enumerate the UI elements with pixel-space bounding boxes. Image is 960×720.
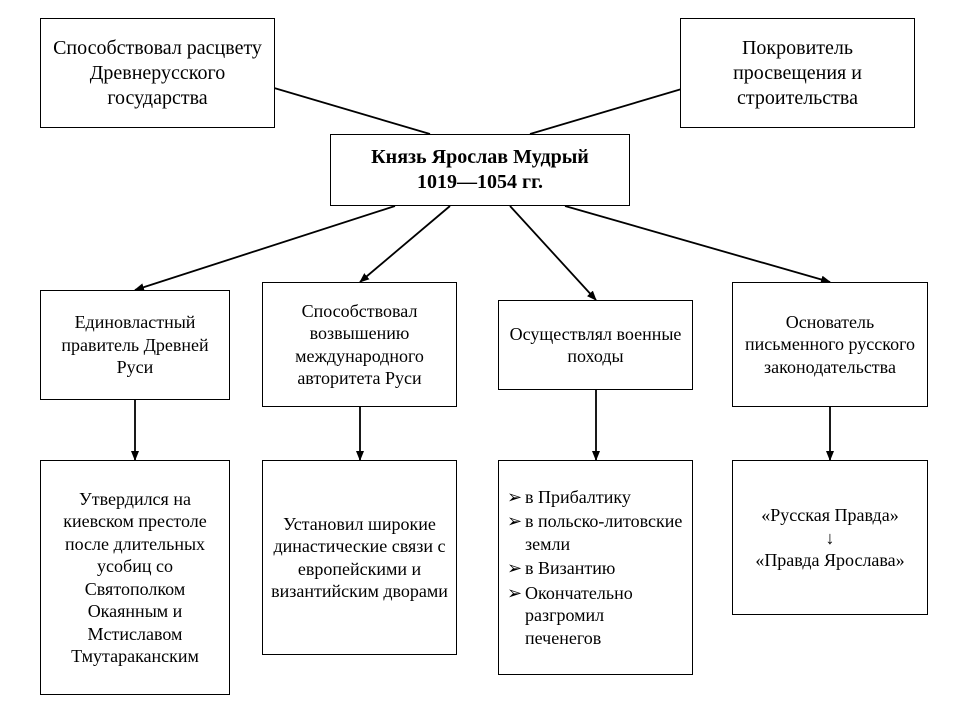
down-arrow-icon: ↓ <box>826 529 835 547</box>
node-top-left: Способствовал расцвету Древнерусского го… <box>40 18 275 128</box>
node-text: Основатель письменного русского законода… <box>741 311 919 379</box>
center-text-wrap: Князь Ярослав Мудрый 1019—1054 гг. <box>371 145 589 195</box>
node-bottom-1: Утвердился на киевском престоле после дл… <box>40 460 230 695</box>
law-line-1: «Русская Правда» <box>761 504 898 527</box>
node-bottom-4: «Русская Правда» ↓ «Правда Ярослава» <box>732 460 928 615</box>
center-line2: 1019—1054 гг. <box>371 170 589 195</box>
node-bottom-2: Установил широкие династические связи с … <box>262 460 457 655</box>
node-text: Покровитель просвещения и строительства <box>689 36 906 111</box>
node-text: Утвердился на киевском престоле после дл… <box>49 488 221 668</box>
diagram-canvas: Способствовал расцвету Древнерусского го… <box>0 0 960 720</box>
bullet-item: в Прибалтику <box>507 486 684 509</box>
center-line1: Князь Ярослав Мудрый <box>371 145 589 170</box>
bullet-item: Окончательно разгромил печенегов <box>507 582 684 650</box>
node-top-right: Покровитель просвещения и строительства <box>680 18 915 128</box>
law-line-2: «Правда Ярослава» <box>755 549 904 572</box>
bullet-item: в польско-литовские земли <box>507 510 684 555</box>
campaigns-bullets: в Прибалтику в польско-литовские земли в… <box>507 484 684 652</box>
node-text: Осуществлял военные походы <box>507 323 684 368</box>
node-mid-4: Основатель письменного русского законода… <box>732 282 928 407</box>
bullet-item: в Византию <box>507 557 684 580</box>
node-text: Установил широкие династические связи с … <box>271 513 448 603</box>
node-mid-3: Осуществлял военные походы <box>498 300 693 390</box>
node-mid-1: Единовластный правитель Древней Руси <box>40 290 230 400</box>
node-text: Способствовал расцвету Древнерусского го… <box>49 36 266 111</box>
node-center-title: Князь Ярослав Мудрый 1019—1054 гг. <box>330 134 630 206</box>
node-mid-2: Способствовал возвышению международного … <box>262 282 457 407</box>
node-text: Способствовал возвышению международного … <box>271 300 448 390</box>
node-text: Единовластный правитель Древней Руси <box>49 311 221 379</box>
node-bottom-3: в Прибалтику в польско-литовские земли в… <box>498 460 693 675</box>
